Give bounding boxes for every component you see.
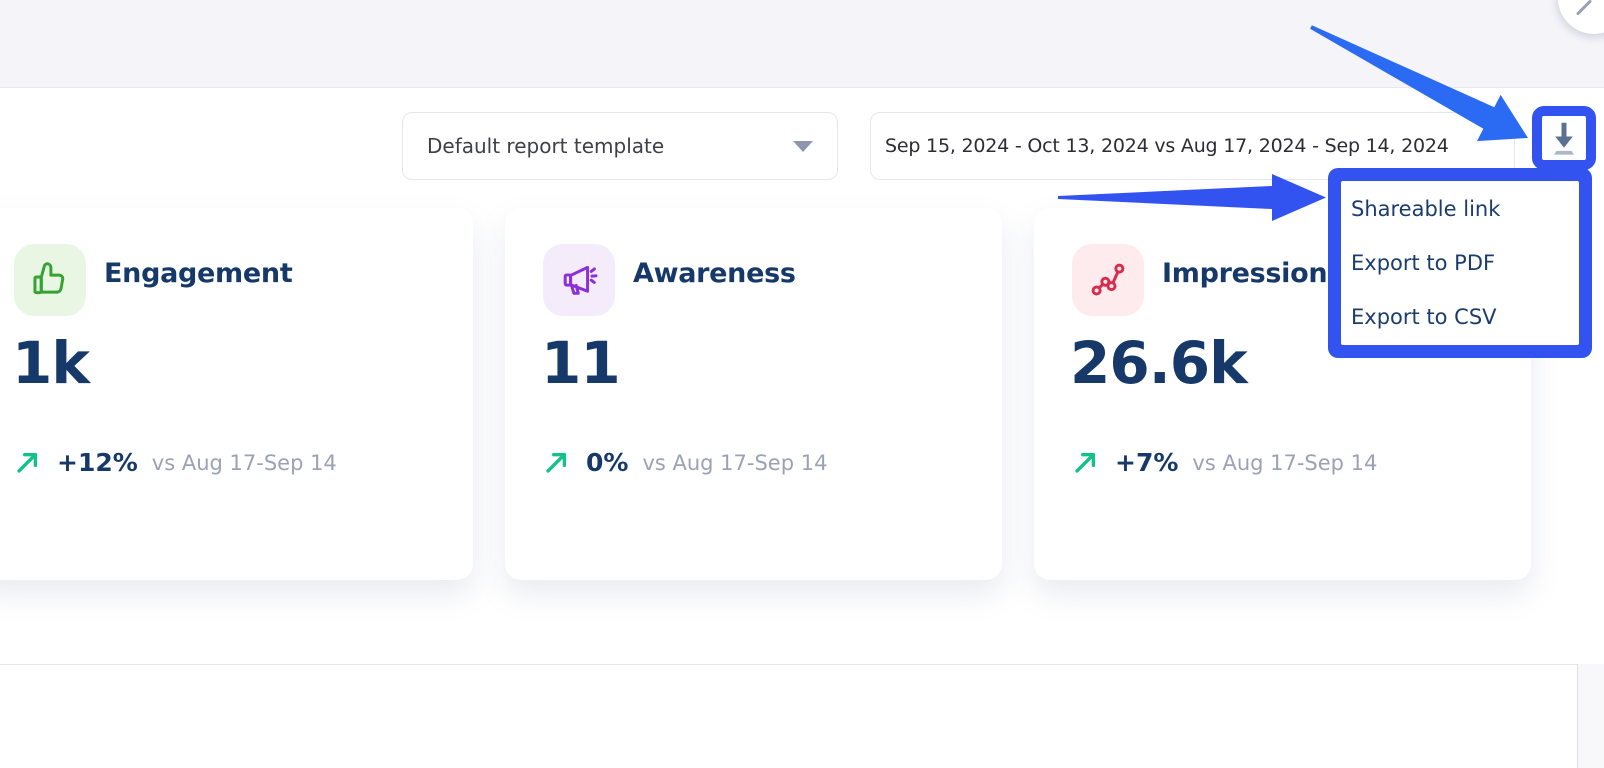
megaphone-icon xyxy=(543,244,615,316)
card-value: 11 xyxy=(541,329,621,397)
card-value: 1k xyxy=(12,329,90,397)
report-template-value: Default report template xyxy=(427,134,665,158)
scatter-icon xyxy=(1072,244,1144,316)
thumbs-up-icon xyxy=(14,244,86,316)
export-menu-panel: Shareable link Export to PDF Export to C… xyxy=(1341,181,1579,345)
delta-value: +12% xyxy=(57,448,138,477)
section-divider xyxy=(0,664,1577,665)
trend-up-icon xyxy=(1075,452,1096,473)
card-delta-row: +7% vs Aug 17-Sep 14 xyxy=(1072,448,1377,477)
right-gutter xyxy=(1577,664,1604,768)
card-title: Engagement xyxy=(104,258,293,289)
delta-compare: vs Aug 17-Sep 14 xyxy=(151,450,337,475)
menu-item-export-pdf[interactable]: Export to PDF xyxy=(1351,251,1496,275)
delta-compare: vs Aug 17-Sep 14 xyxy=(642,450,828,475)
metric-card-awareness: Awareness 11 0% vs Aug 17-Sep 14 xyxy=(505,208,1002,580)
menu-item-shareable-link[interactable]: Shareable link xyxy=(1351,197,1501,221)
date-range-value: Sep 15, 2024 - Oct 13, 2024 vs Aug 17, 2… xyxy=(885,135,1449,157)
top-strip xyxy=(0,0,1604,88)
delta-value: +7% xyxy=(1115,448,1179,477)
card-delta-row: +12% vs Aug 17-Sep 14 xyxy=(14,448,337,477)
close-icon xyxy=(1575,0,1593,16)
card-title: Awareness xyxy=(633,258,796,289)
report-template-select[interactable]: Default report template xyxy=(402,112,838,180)
card-value: 26.6k xyxy=(1070,329,1248,397)
card-delta-row: 0% vs Aug 17-Sep 14 xyxy=(543,448,827,477)
menu-item-export-csv[interactable]: Export to CSV xyxy=(1351,305,1497,329)
delta-compare: vs Aug 17-Sep 14 xyxy=(1192,450,1378,475)
export-menu: Shareable link Export to PDF Export to C… xyxy=(1328,168,1592,358)
export-button[interactable] xyxy=(1546,118,1582,160)
delta-value: 0% xyxy=(586,448,629,477)
metric-card-engagement: Engagement 1k +12% vs Aug 17-Sep 14 xyxy=(0,208,473,580)
download-icon xyxy=(1554,122,1574,155)
card-title: Impressions xyxy=(1162,258,1344,289)
chevron-down-icon xyxy=(793,140,813,152)
metric-card-impressions: Impressions 26.6k +7% vs Aug 17-Sep 14 xyxy=(1034,208,1531,580)
trend-up-icon xyxy=(17,452,38,473)
trend-up-icon xyxy=(546,452,567,473)
